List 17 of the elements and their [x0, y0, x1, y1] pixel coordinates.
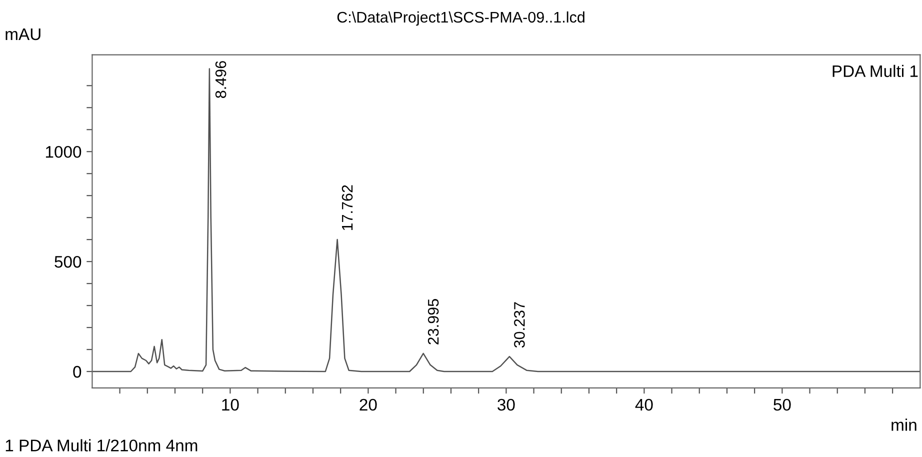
y-tick-label: 0: [73, 366, 82, 378]
annotation: PDA Multi 1: [832, 64, 918, 78]
annotation: 8.496: [215, 61, 226, 98]
annotation: 17.762: [342, 185, 353, 230]
chart-title: C:\Data\Project1\SCS-PMA-09..1.lcd: [337, 11, 584, 26]
x-tick-label: 40: [635, 398, 653, 411]
text: 1 PDA Multi 1/210nm 4nm: [6, 439, 198, 452]
x-tick-label: 20: [360, 398, 377, 411]
y-axis-title: mAU: [6, 28, 40, 40]
y-tick-label: 1000: [46, 146, 82, 158]
x-tick-label: 30: [498, 398, 515, 411]
x-tick-label: 50: [774, 398, 791, 411]
x-tick-label: 10: [222, 398, 239, 411]
annotation: 30.237: [514, 302, 525, 348]
x-axis-title: min: [892, 418, 916, 431]
annotation: 23.995: [428, 299, 439, 344]
y-tick-label: 500: [54, 256, 82, 268]
